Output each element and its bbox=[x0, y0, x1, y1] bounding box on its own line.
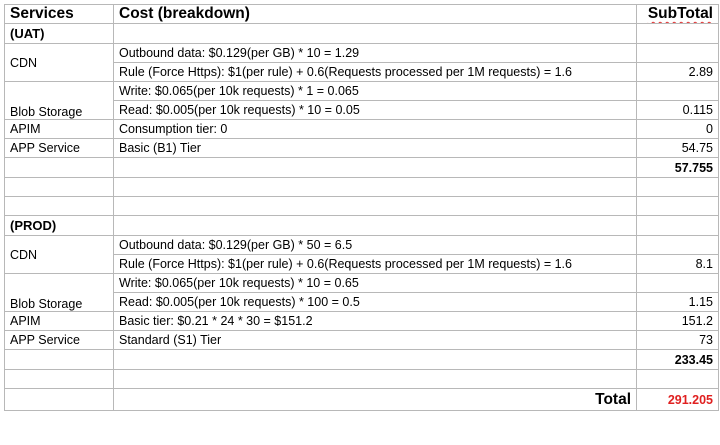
prod-blob-read[interactable]: Read: $0.005(per 10k requests) * 100 = 0… bbox=[113, 292, 637, 312]
cell-empty[interactable] bbox=[4, 177, 114, 197]
prod-total[interactable]: 233.45 bbox=[636, 349, 719, 370]
spacer-row bbox=[4, 369, 719, 389]
prod-cdn-row-2: Rule (Force Https): $1(per rule) + 0.6(R… bbox=[5, 254, 719, 274]
cell-empty[interactable] bbox=[113, 157, 637, 178]
prod-total-row: 233.45 bbox=[4, 349, 719, 370]
uat-blob-read[interactable]: Read: $0.005(per 10k requests) * 10 = 0.… bbox=[113, 100, 637, 120]
uat-section-row: (UAT) bbox=[4, 23, 719, 44]
uat-blob-row-1: Blob Storage Write: $0.065(per 10k reque… bbox=[4, 81, 719, 120]
cell-empty[interactable] bbox=[4, 369, 114, 389]
uat-apim-label[interactable]: APIM bbox=[4, 119, 114, 139]
cell-empty[interactable] bbox=[113, 349, 637, 370]
uat-cdn-row-2: Rule (Force Https): $1(per rule) + 0.6(R… bbox=[5, 62, 719, 82]
uat-cdn-subtotal[interactable]: 2.89 bbox=[636, 62, 719, 82]
prod-cdn-outbound[interactable]: Outbound data: $0.129(per GB) * 50 = 6.5 bbox=[113, 235, 637, 255]
cell-empty[interactable] bbox=[113, 196, 637, 216]
prod-apim-label[interactable]: APIM bbox=[4, 311, 114, 331]
cell-empty[interactable] bbox=[636, 273, 719, 293]
header-row: Services Cost (breakdown) SubTotal bbox=[4, 4, 719, 24]
uat-app-label[interactable]: APP Service bbox=[4, 138, 114, 158]
header-cost[interactable]: Cost (breakdown) bbox=[113, 4, 637, 24]
uat-section-title[interactable]: (UAT) bbox=[4, 23, 114, 44]
cell-empty[interactable] bbox=[636, 23, 719, 44]
prod-section-title[interactable]: (PROD) bbox=[4, 215, 114, 236]
prod-blob-write[interactable]: Write: $0.065(per 10k requests) * 10 = 0… bbox=[113, 273, 637, 293]
prod-app-subtotal[interactable]: 73 bbox=[636, 330, 719, 350]
uat-total[interactable]: 57.755 bbox=[636, 157, 719, 178]
spacer-row bbox=[4, 196, 719, 216]
prod-cdn-subtotal[interactable]: 8.1 bbox=[636, 254, 719, 274]
cell-empty[interactable] bbox=[4, 388, 114, 411]
uat-blob-label[interactable]: Blob Storage bbox=[4, 81, 114, 120]
uat-cdn-outbound[interactable]: Outbound data: $0.129(per GB) * 10 = 1.2… bbox=[113, 43, 637, 63]
uat-cdn-rule[interactable]: Rule (Force Https): $1(per rule) + 0.6(R… bbox=[113, 62, 637, 82]
prod-app-cost[interactable]: Standard (S1) Tier bbox=[113, 330, 637, 350]
prod-app-label[interactable]: APP Service bbox=[4, 330, 114, 350]
prod-blob-label[interactable]: Blob Storage bbox=[4, 273, 114, 312]
cost-sheet: Services Cost (breakdown) SubTotal (UAT)… bbox=[4, 4, 719, 411]
cell-empty[interactable] bbox=[636, 369, 719, 389]
uat-total-row: 57.755 bbox=[4, 157, 719, 178]
cell-empty[interactable] bbox=[636, 81, 719, 101]
uat-cdn-row-1: CDN Outbound data: $0.129(per GB) * 10 =… bbox=[4, 43, 719, 82]
spacer-row bbox=[4, 177, 719, 197]
cell-empty[interactable] bbox=[636, 235, 719, 255]
uat-app-row: APP Service Basic (B1) Tier 54.75 bbox=[4, 138, 719, 158]
grand-total-label[interactable]: Total bbox=[113, 388, 637, 411]
cell-empty[interactable] bbox=[636, 215, 719, 236]
prod-app-row: APP Service Standard (S1) Tier 73 bbox=[4, 330, 719, 350]
prod-apim-subtotal[interactable]: 151.2 bbox=[636, 311, 719, 331]
prod-blob-subtotal[interactable]: 1.15 bbox=[636, 292, 719, 312]
cell-empty[interactable] bbox=[4, 349, 114, 370]
uat-blob-subtotal[interactable]: 0.115 bbox=[636, 100, 719, 120]
cell-empty[interactable] bbox=[4, 196, 114, 216]
prod-cdn-rule[interactable]: Rule (Force Https): $1(per rule) + 0.6(R… bbox=[113, 254, 637, 274]
prod-apim-row: APIM Basic tier: $0.21 * 24 * 30 = $151.… bbox=[4, 311, 719, 331]
cell-empty[interactable] bbox=[113, 369, 637, 389]
uat-app-subtotal[interactable]: 54.75 bbox=[636, 138, 719, 158]
prod-section-row: (PROD) bbox=[4, 215, 719, 236]
uat-apim-row: APIM Consumption tier: 0 0 bbox=[4, 119, 719, 139]
cell-empty[interactable] bbox=[113, 215, 637, 236]
grand-total-row: Total 291.205 bbox=[4, 388, 719, 411]
header-services[interactable]: Services bbox=[4, 4, 114, 24]
cell-empty[interactable] bbox=[636, 43, 719, 63]
uat-cdn-label[interactable]: CDN bbox=[4, 43, 114, 82]
uat-blob-write[interactable]: Write: $0.065(per 10k requests) * 1 = 0.… bbox=[113, 81, 637, 101]
cell-empty[interactable] bbox=[4, 157, 114, 178]
prod-cdn-label[interactable]: CDN bbox=[4, 235, 114, 274]
uat-apim-subtotal[interactable]: 0 bbox=[636, 119, 719, 139]
cell-empty[interactable] bbox=[113, 23, 637, 44]
prod-blob-row-1: Blob Storage Write: $0.065(per 10k reque… bbox=[4, 273, 719, 312]
prod-cdn-row-1: CDN Outbound data: $0.129(per GB) * 50 =… bbox=[4, 235, 719, 274]
cell-empty[interactable] bbox=[113, 177, 637, 197]
prod-apim-cost[interactable]: Basic tier: $0.21 * 24 * 30 = $151.2 bbox=[113, 311, 637, 331]
grand-total-value[interactable]: 291.205 bbox=[636, 388, 719, 411]
cell-empty[interactable] bbox=[636, 196, 719, 216]
header-subtotal[interactable]: SubTotal bbox=[636, 4, 719, 24]
uat-app-cost[interactable]: Basic (B1) Tier bbox=[113, 138, 637, 158]
uat-apim-cost[interactable]: Consumption tier: 0 bbox=[113, 119, 637, 139]
cell-empty[interactable] bbox=[636, 177, 719, 197]
